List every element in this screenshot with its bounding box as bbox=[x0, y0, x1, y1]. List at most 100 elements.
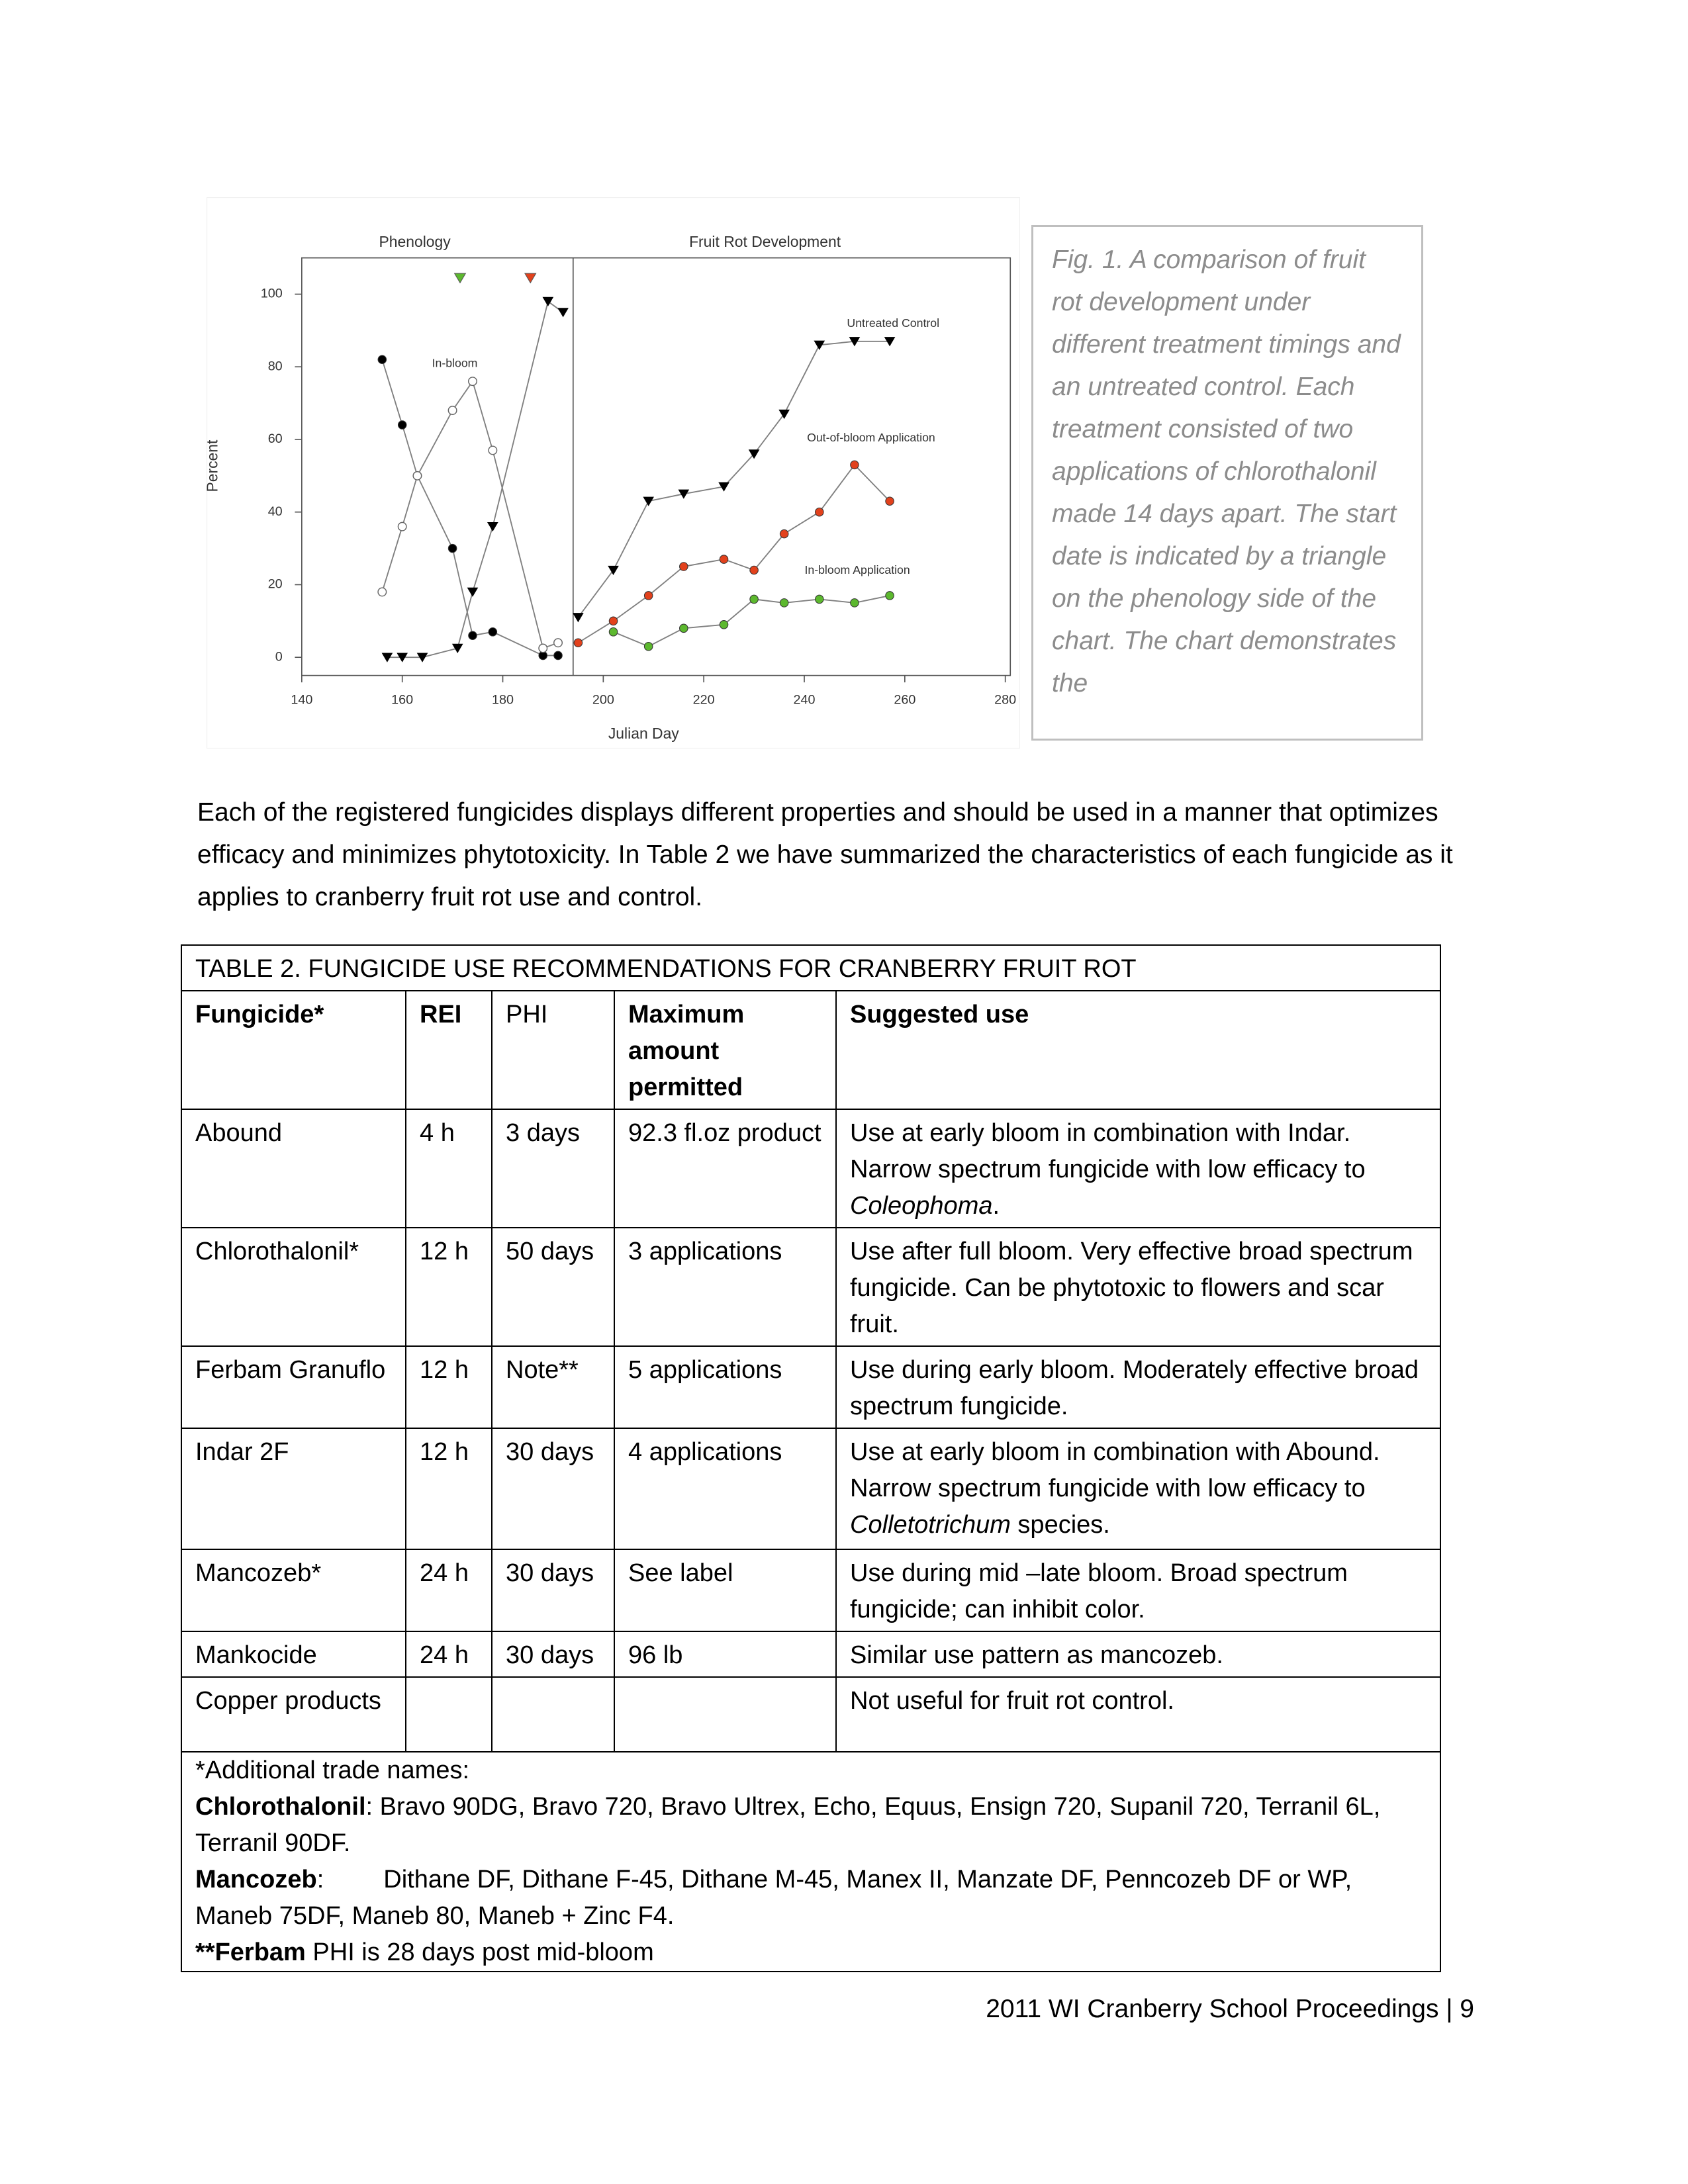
series-line bbox=[577, 340, 890, 618]
table-row: Mancozeb* 24 h 30 days See label Use during … bbox=[181, 1549, 1442, 1632]
data-point bbox=[885, 496, 894, 506]
data-point bbox=[608, 627, 618, 637]
header-cell: PHI bbox=[491, 990, 615, 1110]
y-tick-label: 60 bbox=[268, 432, 283, 446]
data-point bbox=[553, 638, 563, 648]
series-line bbox=[381, 380, 559, 649]
y-tick-label: 0 bbox=[275, 649, 283, 664]
data-point bbox=[447, 543, 457, 553]
data-point bbox=[557, 308, 569, 318]
table-cell: 3 days bbox=[491, 1109, 615, 1228]
cell-text: . bbox=[992, 1192, 1000, 1220]
table-cell: Ferbam Granuflo bbox=[181, 1345, 406, 1429]
table-title-row: TABLE 2. FUNGICIDE USE RECOMMENDATIONS F… bbox=[180, 944, 1442, 991]
y-tick-label: 20 bbox=[268, 577, 283, 592]
footnote-name: **Ferbam bbox=[195, 1938, 306, 1966]
data-point bbox=[412, 471, 422, 480]
plot-area bbox=[301, 257, 1011, 676]
table-cell: 30 days bbox=[491, 1549, 615, 1632]
table-cell: Use during mid –late bloom. Broad spectr… bbox=[835, 1549, 1442, 1632]
table-row: Mankocide 24 h 30 days 96 lb Similar use pat… bbox=[181, 1631, 1442, 1678]
footnote-text: Dithane DF, Dithane F-45, Dithane M-45, … bbox=[195, 1866, 1352, 1930]
data-point bbox=[487, 522, 498, 532]
body-paragraph: Each of the registered fungicides displa… bbox=[197, 798, 1453, 911]
cell-text: Colletotrichum bbox=[850, 1511, 1011, 1539]
footnote-line: *Additional trade names: bbox=[195, 1752, 1427, 1789]
table-row: Copper products Not useful for fruit rot … bbox=[181, 1676, 1442, 1752]
table-cell: 12 h bbox=[405, 1227, 492, 1347]
data-point bbox=[719, 620, 729, 629]
data-point bbox=[884, 337, 896, 347]
table-cell: Not useful for fruit rot control. bbox=[835, 1676, 1442, 1752]
chart-annotation: In-bloom bbox=[432, 357, 478, 370]
table-cell: 4 h bbox=[405, 1109, 492, 1228]
figure-caption: Fig. 1. A comparison of fruit rot develo… bbox=[1031, 225, 1423, 741]
data-point bbox=[538, 643, 548, 653]
table-cell: 96 lb bbox=[614, 1631, 837, 1678]
data-point bbox=[815, 594, 824, 604]
table-cell: Abound bbox=[181, 1109, 406, 1228]
x-tick-label: 280 bbox=[994, 692, 1016, 707]
data-point bbox=[377, 355, 387, 365]
data-point bbox=[815, 507, 824, 517]
y-axis-label: Percent bbox=[207, 439, 221, 492]
footnote-text: : Bravo 90DG, Bravo 720, Bravo Ultrex, E… bbox=[195, 1793, 1381, 1857]
x-tick-label: 220 bbox=[693, 692, 715, 707]
table-row: Indar 2F 12 h 30 days 4 applications Use at … bbox=[181, 1428, 1442, 1550]
series-label: Untreated Control bbox=[847, 316, 939, 330]
x-tick-label: 240 bbox=[794, 692, 816, 707]
table-body: TABLE 2. FUNGICIDE USE RECOMMENDATIONS F… bbox=[180, 944, 1442, 1972]
table-cell: Similar use pattern as mancozeb. bbox=[835, 1631, 1442, 1678]
data-point bbox=[451, 643, 463, 653]
cell-text: species. bbox=[1010, 1511, 1110, 1539]
figure-chart: 0 20 40 60 80 100 140 160 180 200 220 240 260 280 Perc… bbox=[207, 197, 1020, 749]
x-tick-label: 140 bbox=[291, 692, 312, 707]
footnote-line: Mancozeb: Dithane DF, Dithane F-45, Ditha… bbox=[195, 1862, 1427, 1934]
data-point bbox=[679, 623, 688, 633]
data-point bbox=[397, 653, 408, 662]
fungicide-table: TABLE 2. FUNGICIDE USE RECOMMENDATIONS F… bbox=[180, 944, 1442, 1972]
footnote-name: Mancozeb bbox=[195, 1866, 317, 1893]
data-point bbox=[542, 296, 554, 306]
table-cell: Mankocide bbox=[181, 1631, 406, 1678]
table-cell: Use at early bloom in combination with I… bbox=[835, 1109, 1442, 1228]
table-cell: 5 applications bbox=[614, 1345, 837, 1429]
data-point bbox=[885, 591, 894, 600]
data-point bbox=[397, 522, 407, 531]
table-cell: Chlorothalonil* bbox=[181, 1227, 406, 1347]
data-point bbox=[467, 587, 479, 597]
table-row: Chlorothalonil* 12 h 50 days 3 applications… bbox=[181, 1227, 1442, 1347]
cell-text: Use at early bloom in combination with A… bbox=[850, 1438, 1380, 1502]
table-cell: See label bbox=[614, 1549, 837, 1632]
data-point bbox=[488, 627, 498, 637]
table-cell: Use at early bloom in combination with A… bbox=[835, 1428, 1442, 1550]
data-point bbox=[779, 598, 789, 608]
data-point bbox=[643, 496, 655, 506]
table-cell: Copper products bbox=[181, 1676, 406, 1752]
series-line bbox=[387, 300, 564, 659]
footnote-row: *Additional trade names: Chlorothalonil: … bbox=[180, 1751, 1442, 1972]
y-tick-label: 100 bbox=[261, 287, 283, 301]
y-tick-label: 40 bbox=[268, 504, 283, 519]
table-cell bbox=[405, 1676, 492, 1752]
table-cell bbox=[491, 1676, 615, 1752]
x-tick-label: 260 bbox=[894, 692, 915, 707]
data-point bbox=[381, 653, 393, 662]
y-tick-label: 80 bbox=[268, 359, 283, 373]
data-point bbox=[718, 482, 729, 492]
table-row: Ferbam Granuflo 12 h Note** 5 applications U… bbox=[181, 1345, 1442, 1429]
table-cell: Note** bbox=[491, 1345, 615, 1429]
data-point bbox=[488, 445, 498, 455]
footnote-text: PHI is 28 days post mid-bloom bbox=[305, 1938, 654, 1966]
footnote-line: **Ferbam PHI is 28 days post mid-bloom bbox=[195, 1934, 1427, 1971]
data-point bbox=[849, 337, 861, 347]
start-marker bbox=[524, 273, 537, 284]
data-point bbox=[850, 598, 859, 608]
header-cell: REI bbox=[405, 990, 492, 1110]
series-line bbox=[577, 463, 890, 644]
table-cell: Indar 2F bbox=[181, 1428, 406, 1550]
data-point bbox=[377, 587, 387, 597]
data-point bbox=[447, 406, 457, 416]
footnote-text: : bbox=[316, 1866, 324, 1893]
table-cell: 12 h bbox=[405, 1345, 492, 1429]
